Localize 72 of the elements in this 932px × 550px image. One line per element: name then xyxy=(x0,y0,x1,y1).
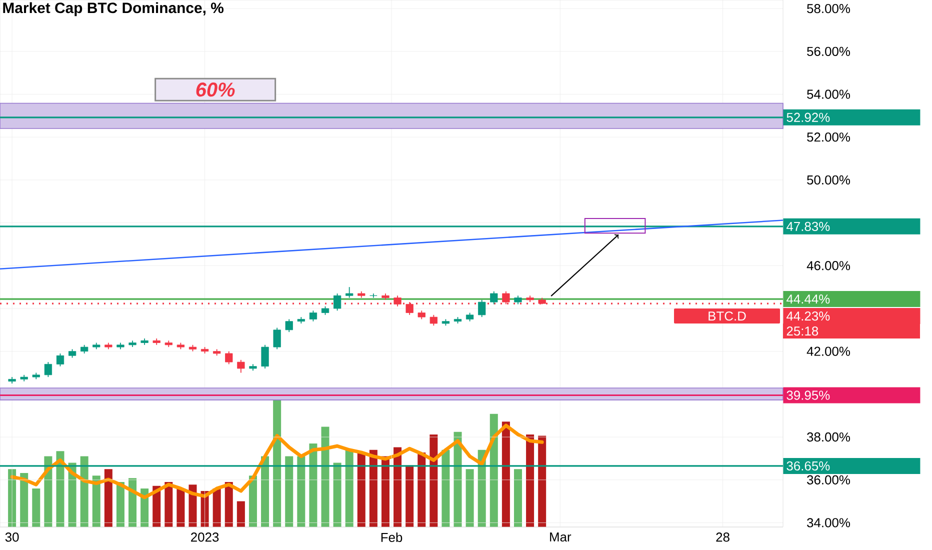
bar xyxy=(248,476,257,527)
bar xyxy=(285,456,294,527)
bar xyxy=(20,473,28,527)
bar xyxy=(92,476,100,527)
y-tick-label: 36.00% xyxy=(807,475,850,484)
bar xyxy=(394,447,402,527)
chart-title: Market Cap BTC Dominance, % xyxy=(3,2,224,16)
bar xyxy=(297,456,306,527)
bar xyxy=(321,426,330,527)
ref-line-label: 47.83% xyxy=(786,222,830,232)
ref-line-label: 44.44% xyxy=(786,294,830,304)
bar xyxy=(236,501,245,527)
bar xyxy=(514,469,522,527)
ref-line-label: 36.65% xyxy=(786,461,830,471)
y-tick-label: 58.00% xyxy=(807,4,850,14)
x-tick-label: Feb xyxy=(381,532,402,542)
bar xyxy=(538,436,546,527)
text: 25:18 xyxy=(786,326,818,336)
bar xyxy=(333,462,342,527)
bar xyxy=(490,414,498,527)
candlestick xyxy=(261,344,269,369)
ref-line-label: 52.92% xyxy=(786,112,830,122)
bar xyxy=(526,434,534,527)
bar xyxy=(345,450,354,527)
candlestick xyxy=(309,310,318,322)
candlestick xyxy=(44,362,52,378)
bar xyxy=(273,398,282,527)
bar xyxy=(261,456,270,527)
y-tick-label: 54.00% xyxy=(807,90,850,99)
bar xyxy=(381,456,390,527)
bar xyxy=(104,469,112,527)
bar xyxy=(502,422,510,527)
x-tick-label: 2023 xyxy=(191,532,219,542)
candlestick xyxy=(490,290,498,305)
x-tick-label: 28 xyxy=(716,532,730,542)
bar xyxy=(369,450,378,527)
candlestick xyxy=(478,299,486,318)
annotation: BTC.D xyxy=(708,311,746,321)
y-tick-label: 50.00% xyxy=(807,175,850,185)
bar xyxy=(56,451,64,527)
bar xyxy=(176,488,185,527)
bar xyxy=(212,488,221,527)
y-tick-label: 56.00% xyxy=(807,46,850,56)
y-tick-label: 52.00% xyxy=(807,132,850,142)
x-tick-label: Mar xyxy=(550,532,572,542)
annotation: 60% xyxy=(196,82,235,97)
ref-line-label: 39.95% xyxy=(786,390,830,400)
y-tick-label: 34.00% xyxy=(807,518,850,528)
y-tick-label: 38.00% xyxy=(807,432,850,442)
candlestick xyxy=(273,327,281,350)
candlestick xyxy=(370,293,378,298)
candlestick xyxy=(346,286,354,298)
bar xyxy=(32,488,40,527)
bar xyxy=(466,469,474,527)
bar xyxy=(442,450,450,527)
bar xyxy=(357,452,366,527)
candlestick xyxy=(285,318,293,332)
ref-line-label: 44.23% xyxy=(786,311,830,321)
candlestick xyxy=(237,359,245,374)
candlestick xyxy=(333,293,342,312)
bar xyxy=(309,443,318,527)
x-tick-label: 30 xyxy=(5,532,19,542)
y-tick-label: 46.00% xyxy=(806,261,850,270)
y-tick-label: 42.00% xyxy=(806,346,850,356)
candlestick xyxy=(56,353,64,367)
bar xyxy=(406,465,414,527)
bar xyxy=(80,456,88,527)
candlestick xyxy=(430,314,438,326)
bar xyxy=(430,434,438,527)
bar xyxy=(418,452,426,527)
candlestick xyxy=(225,350,233,365)
bar xyxy=(454,432,462,527)
